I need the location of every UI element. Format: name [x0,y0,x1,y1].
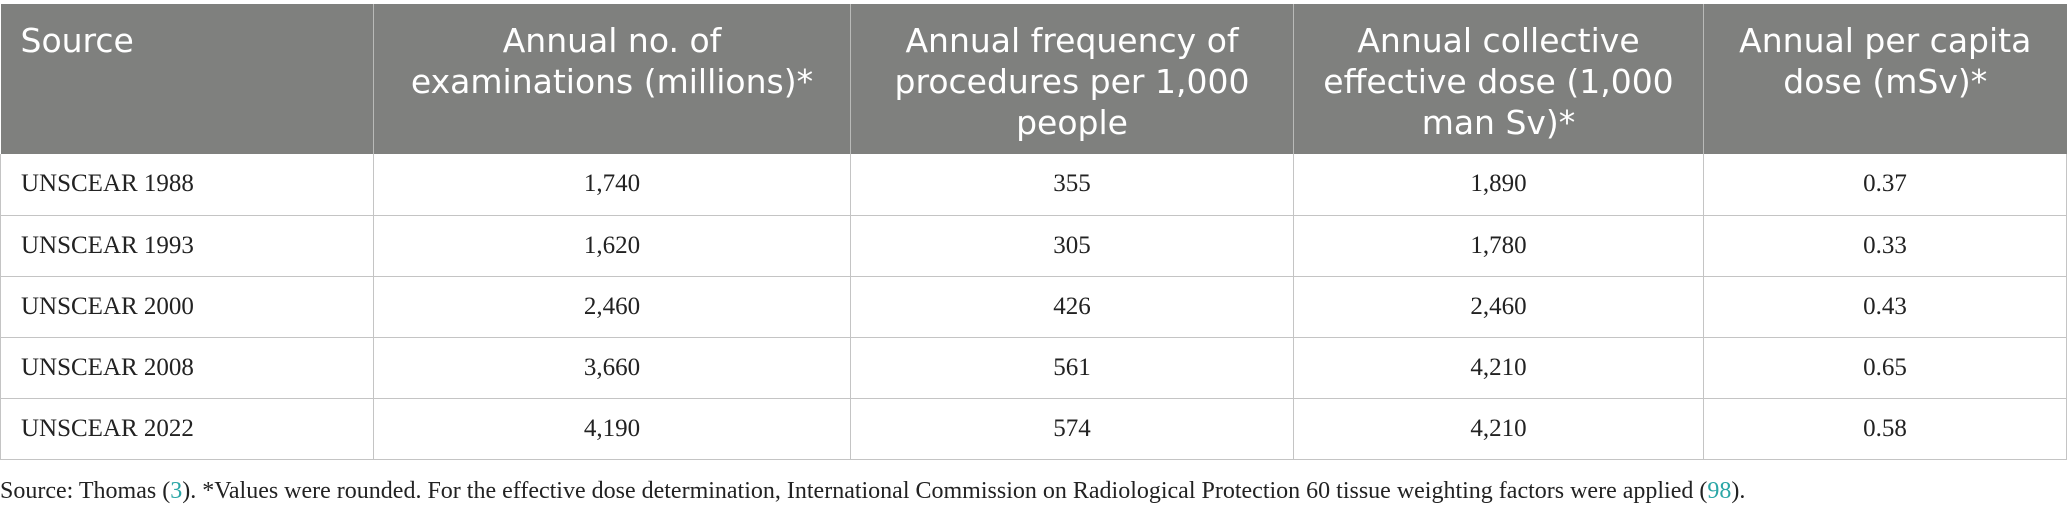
cell-examinations: 4,190 [373,398,851,460]
reference-link-98[interactable]: 98 [1707,478,1732,504]
cell-frequency: 426 [850,276,1294,338]
cell-collective-dose: 4,210 [1293,337,1704,399]
header-row: Source Annual no. of examinations (milli… [0,4,2067,154]
table-body: UNSCEAR 1988 1,740 355 1,890 0.37 UNSCEA… [0,154,2067,460]
cell-source: UNSCEAR 2000 [0,276,374,338]
table-row: UNSCEAR 2000 2,460 426 2,460 0.43 [0,276,2067,338]
footnote-suffix: ). [1731,478,1746,504]
cell-per-capita-dose: 0.43 [1703,276,2067,338]
cell-examinations: 1,740 [373,154,851,216]
cell-frequency: 355 [850,154,1294,216]
cell-per-capita-dose: 0.33 [1703,215,2067,277]
header-annual-examinations: Annual no. of examinations (millions)* [373,4,851,154]
cell-examinations: 1,620 [373,215,851,277]
cell-collective-dose: 1,780 [1293,215,1704,277]
cell-frequency: 305 [850,215,1294,277]
footnote-prefix: Source: Thomas ( [0,478,171,504]
cell-source: UNSCEAR 2008 [0,337,374,399]
cell-collective-dose: 1,890 [1293,154,1704,216]
table-header: Source Annual no. of examinations (milli… [0,4,2067,154]
table-row: UNSCEAR 2008 3,660 561 4,210 0.65 [0,337,2067,399]
cell-per-capita-dose: 0.58 [1703,398,2067,460]
cell-source: UNSCEAR 1993 [0,215,374,277]
cell-examinations: 2,460 [373,276,851,338]
cell-per-capita-dose: 0.65 [1703,337,2067,399]
data-table-container: Source Annual no. of examinations (milli… [0,4,2067,460]
table-row: UNSCEAR 1988 1,740 355 1,890 0.37 [0,154,2067,216]
footnote-middle: ). *Values were rounded. For the effecti… [182,478,1708,504]
cell-collective-dose: 4,210 [1293,398,1704,460]
cell-examinations: 3,660 [373,337,851,399]
header-source: Source [0,4,374,154]
cell-per-capita-dose: 0.37 [1703,154,2067,216]
data-table: Source Annual no. of examinations (milli… [0,4,2067,460]
header-per-capita-dose: Annual per capita dose (mSv)* [1703,4,2067,154]
cell-frequency: 574 [850,398,1294,460]
table-row: UNSCEAR 1993 1,620 305 1,780 0.33 [0,215,2067,277]
cell-source: UNSCEAR 2022 [0,398,374,460]
cell-source: UNSCEAR 1988 [0,154,374,216]
header-annual-frequency: Annual frequency of procedures per 1,000… [850,4,1294,154]
cell-collective-dose: 2,460 [1293,276,1704,338]
table-row: UNSCEAR 2022 4,190 574 4,210 0.58 [0,398,2067,460]
reference-link-3[interactable]: 3 [170,478,183,504]
table-footnote: Source: Thomas (3). *Values were rounded… [0,478,1745,505]
header-collective-dose: Annual collective effective dose (1,000 … [1293,4,1704,154]
cell-frequency: 561 [850,337,1294,399]
